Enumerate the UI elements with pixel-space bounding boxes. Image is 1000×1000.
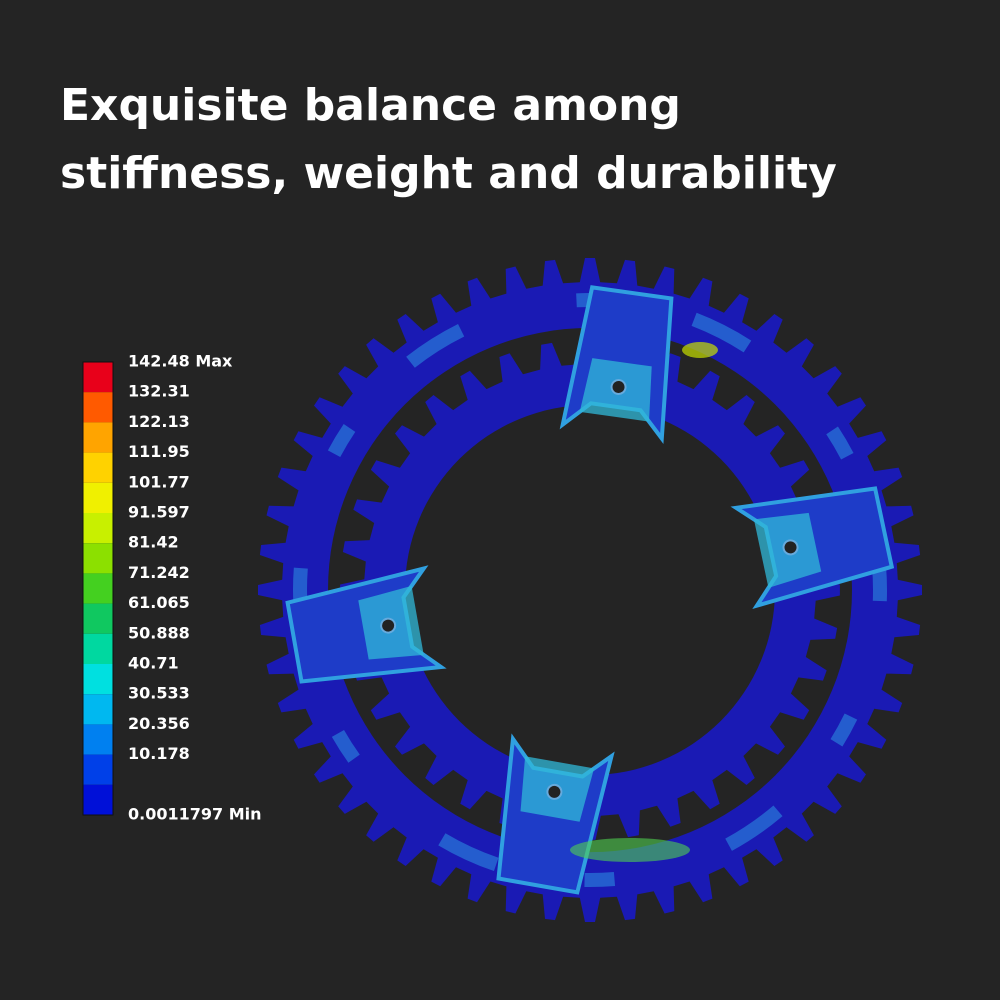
legend-swatch xyxy=(83,543,113,574)
stress-hotspot xyxy=(682,342,718,358)
headline: Exquisite balance among stiffness, weigh… xyxy=(60,72,837,208)
bolt-hole xyxy=(380,617,397,634)
legend-label: 101.77 xyxy=(128,472,190,491)
legend-label: 40.71 xyxy=(128,654,179,673)
legend-label: 10.178 xyxy=(128,744,190,763)
legend-label: 0.0011797 Min xyxy=(128,805,262,824)
spider-arm xyxy=(285,565,447,684)
legend-label: 61.065 xyxy=(128,593,190,612)
legend-label: 142.48 Max xyxy=(128,352,233,371)
legend-label: 122.13 xyxy=(128,412,190,431)
legend-label: 20.356 xyxy=(128,714,190,733)
bolt-hole xyxy=(610,378,627,395)
legend-swatch xyxy=(83,754,113,785)
legend-label: 91.597 xyxy=(128,503,190,522)
legend-swatch xyxy=(83,694,113,725)
legend-swatch xyxy=(83,392,113,423)
stress-hotspot xyxy=(570,838,690,862)
legend-swatch xyxy=(83,573,113,604)
legend-label: 81.42 xyxy=(128,533,179,552)
legend-swatch xyxy=(83,633,113,664)
legend-label: 132.31 xyxy=(128,382,190,401)
bolt-hole xyxy=(782,539,799,556)
legend-swatch xyxy=(83,603,113,634)
legend-swatch xyxy=(83,513,113,544)
spider-arm xyxy=(559,285,674,445)
legend-label: 111.95 xyxy=(128,442,190,461)
headline-line: Exquisite balance among xyxy=(60,80,681,131)
legend-label: 50.888 xyxy=(128,623,190,642)
legend-label: 30.533 xyxy=(128,684,190,703)
legend-frame xyxy=(82,361,114,816)
spider-arm xyxy=(730,486,895,610)
legend-swatch xyxy=(83,664,113,695)
bolt-hole xyxy=(546,783,563,800)
legend-swatch xyxy=(83,422,113,453)
legend-swatch xyxy=(83,784,113,815)
legend-swatch xyxy=(83,362,113,393)
legend-swatch xyxy=(83,724,113,755)
legend-swatch xyxy=(83,452,113,483)
headline-line: stiffness, weight and durability xyxy=(60,148,837,199)
legend-swatch xyxy=(83,482,113,513)
legend-label: 71.242 xyxy=(128,563,190,582)
outer-ring-stress xyxy=(292,293,888,887)
